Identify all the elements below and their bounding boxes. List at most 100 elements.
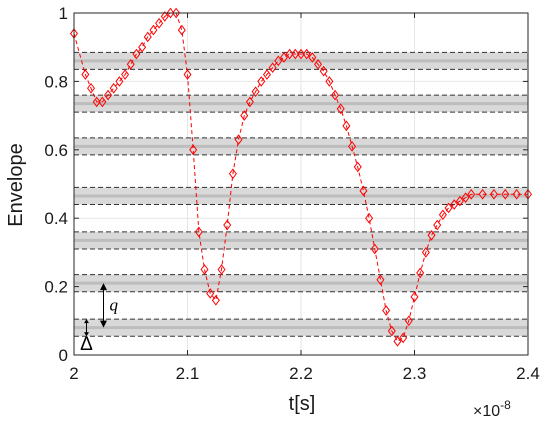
data-point-marker: [382, 305, 391, 316]
data-point-marker: [160, 11, 169, 22]
data-point-marker: [353, 161, 362, 173]
data-point-marker: [81, 69, 90, 80]
data-point-marker: [104, 89, 113, 101]
data-point-marker: [189, 144, 198, 156]
data-point-marker: [416, 267, 425, 279]
q-label: q: [110, 295, 119, 314]
y-tick-label: 0.6: [44, 141, 68, 160]
series-line: [73, 12, 528, 342]
data-point-marker: [166, 7, 175, 19]
data-point-marker: [115, 76, 124, 87]
data-point-marker: [285, 48, 294, 60]
data-point-marker: [240, 110, 249, 121]
data-point-marker: [314, 58, 323, 70]
data-point-marker: [512, 188, 521, 200]
data-point-marker: [308, 52, 317, 63]
data-point-marker: [217, 264, 226, 275]
data-point-marker: [274, 55, 283, 67]
data-point-marker: [200, 264, 209, 275]
data-point-marker: [172, 7, 181, 19]
data-point-marker: [376, 274, 385, 286]
data-point-marker: [262, 69, 271, 80]
data-point-marker: [348, 141, 357, 152]
data-point-marker: [342, 120, 351, 132]
series-layer: [70, 7, 532, 347]
data-point-marker: [325, 76, 334, 87]
data-point-marker: [109, 82, 118, 94]
data-point-marker: [251, 86, 260, 97]
data-point-marker: [404, 315, 413, 327]
data-point-marker: [177, 24, 186, 36]
data-point-marker: [138, 41, 147, 53]
data-point-marker: [98, 96, 107, 108]
data-point-marker: [87, 82, 96, 94]
data-point-marker: [501, 188, 510, 200]
data-point-marker: [467, 188, 476, 200]
axes-layer: 2 2.1 2.2 2.3 2.4 0 0.2 0.4 0.6 0.8 1: [44, 4, 539, 383]
data-point-marker: [438, 209, 447, 221]
x-exponent-label: ×10-8: [473, 398, 511, 420]
data-point-marker: [336, 103, 345, 115]
annotations-layer: qΔ: [80, 283, 119, 355]
x-exponent-power: -8: [500, 398, 511, 412]
data-point-marker: [433, 219, 442, 231]
data-point-marker: [183, 69, 192, 80]
data-point-marker: [370, 243, 379, 255]
data-point-marker: [359, 185, 368, 197]
y-axis-title: Envelope: [5, 143, 27, 226]
x-tick-label: 2: [69, 364, 78, 383]
data-point-marker: [126, 58, 135, 70]
data-point-marker: [132, 48, 141, 60]
data-point-marker: [268, 62, 277, 74]
delta-label: Δ: [80, 334, 93, 355]
y-tick-label: 0.2: [44, 278, 68, 297]
y-tick-label: 0.4: [44, 209, 68, 228]
data-point-marker: [223, 219, 232, 231]
quantization-bands: [74, 51, 528, 337]
data-point-marker: [92, 96, 101, 108]
x-tick-label: 2.1: [176, 364, 200, 383]
data-point-marker: [410, 291, 419, 303]
data-point-marker: [393, 335, 402, 347]
data-point-marker: [194, 226, 203, 238]
data-point-marker: [489, 188, 498, 200]
y-tick-label: 1: [59, 4, 68, 23]
data-point-marker: [211, 294, 220, 306]
x-exponent-base: ×10: [473, 403, 500, 420]
data-point-marker: [365, 212, 374, 224]
data-point-marker: [155, 17, 164, 29]
data-point-marker: [257, 76, 266, 87]
x-tick-label: 2.4: [516, 364, 540, 383]
data-point-marker: [421, 247, 430, 258]
data-point-marker: [444, 202, 453, 214]
x-tick-label: 2.3: [403, 364, 427, 383]
data-point-marker: [279, 52, 288, 63]
data-point-marker: [461, 192, 470, 204]
data-point-marker: [319, 65, 328, 77]
data-point-marker: [331, 89, 340, 101]
data-point-marker: [291, 48, 300, 60]
data-point-marker: [234, 134, 243, 145]
delta-arrow-head-bottom: [83, 332, 89, 337]
data-point-marker: [228, 168, 237, 180]
q-arrow-head-bottom: [100, 320, 108, 328]
data-point-marker: [302, 48, 311, 60]
data-point-marker: [143, 31, 152, 43]
data-point-marker: [245, 96, 254, 108]
x-tick-label: 2.2: [289, 364, 313, 383]
data-point-marker: [427, 229, 436, 241]
data-point-marker: [478, 188, 487, 200]
y-tick-label: 0: [59, 346, 68, 365]
q-arrow-head-top: [100, 283, 108, 291]
y-tick-label: 0.8: [44, 72, 68, 91]
data-point-marker: [399, 332, 408, 344]
data-point-marker: [450, 199, 459, 210]
data-point-marker: [149, 24, 158, 36]
data-point-marker: [206, 288, 215, 299]
data-point-marker: [387, 325, 396, 337]
x-axis-title: t[s]: [289, 393, 316, 415]
data-point-marker: [297, 48, 305, 60]
data-point-marker: [121, 69, 130, 80]
